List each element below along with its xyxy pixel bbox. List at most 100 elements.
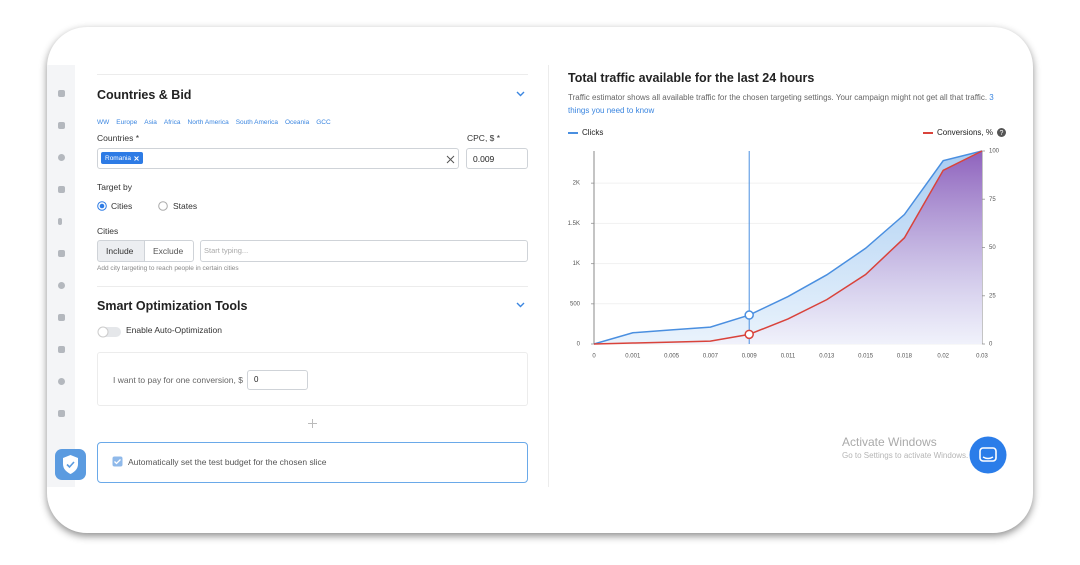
region-link[interactable]: Europe	[116, 119, 138, 126]
label: CPC, $ *	[467, 133, 501, 143]
label: Target by	[97, 182, 132, 192]
chart-title: Total traffic available for the last 24 …	[568, 71, 815, 85]
nav-icon[interactable]	[58, 218, 62, 225]
clear-icon[interactable]	[446, 155, 455, 164]
conversion-value: 0	[254, 375, 259, 384]
watermark-subtitle: Go to Settings to activate Windows.	[842, 451, 969, 460]
chart-subtitle: Traffic estimator shows all available tr…	[568, 92, 1003, 117]
chevron[interactable]	[516, 302, 525, 308]
region-link[interactable]: Africa	[163, 119, 181, 126]
subtitle-text: Traffic estimator shows all available tr…	[568, 93, 988, 102]
region-link[interactable]: South America	[235, 119, 278, 126]
chat-button[interactable]	[969, 436, 1007, 474]
label: Cities	[97, 226, 119, 236]
radio-label: Cities	[111, 201, 133, 211]
nav-icon[interactable]	[58, 378, 65, 385]
help-icon[interactable]: ?	[997, 128, 1006, 137]
y-tick-label: 500	[570, 301, 581, 307]
y2-tick-label: 100	[989, 149, 1000, 155]
svg-text:?: ?	[1000, 130, 1004, 137]
country-input[interactable]	[97, 148, 459, 169]
cursor-point	[744, 310, 754, 320]
x-tick-label: 0.007	[703, 354, 719, 360]
x-tick-label: 0.011	[781, 354, 796, 360]
placeholder: Start typing...	[204, 246, 249, 255]
conversion-input[interactable]	[247, 370, 308, 390]
shield-icon	[63, 455, 78, 474]
city-input[interactable]	[200, 240, 528, 262]
exclude-button[interactable]	[144, 240, 194, 262]
x-tick-label: 0.005	[664, 354, 680, 360]
chevron[interactable]	[516, 91, 525, 97]
divider	[97, 286, 528, 287]
add-icon[interactable]	[308, 419, 317, 428]
nav-icon[interactable]	[58, 186, 65, 193]
x-tick-label: 0.013	[819, 354, 835, 360]
x-tick-label: 0.009	[742, 354, 758, 360]
series-line	[593, 150, 983, 345]
legend-swatch	[922, 131, 933, 134]
x-tick-label: 0	[592, 354, 596, 360]
toggle-label: Enable Auto-Optimization	[126, 325, 222, 335]
y-tick-label: 2K	[573, 181, 580, 187]
section-title: Smart Optimization Tools	[97, 299, 248, 313]
nav-icon[interactable]	[58, 122, 65, 129]
toggle[interactable]	[97, 325, 123, 339]
y2-tick-label: 50	[989, 245, 996, 251]
y-tick-label: 1K	[573, 261, 580, 267]
cpc-input[interactable]	[466, 148, 528, 169]
nav-icon[interactable]	[58, 90, 65, 97]
legend-label: Conversions, %	[936, 128, 993, 137]
chip-remove[interactable]	[134, 155, 139, 161]
radio-label: States	[173, 201, 198, 211]
y2-tick-label: 75	[989, 197, 996, 203]
divider	[548, 65, 549, 487]
region-link[interactable]: North America	[187, 119, 229, 126]
region-link[interactable]: WW	[97, 119, 110, 126]
series-line	[593, 150, 983, 345]
nav-icon[interactable]	[58, 410, 65, 417]
y-tick-label: 1.5K	[568, 221, 580, 227]
country-chip[interactable]: Romania	[101, 152, 144, 164]
chip-text: Romania	[105, 154, 132, 162]
x-tick-label: 0.02	[937, 354, 949, 360]
budget-box	[97, 442, 528, 483]
radio-selected[interactable]	[97, 201, 107, 211]
x-tick-label: 0.018	[897, 354, 913, 360]
nav-icon[interactable]	[58, 250, 65, 257]
hint: Add city targeting to reach people in ce…	[97, 265, 239, 272]
x-tick-label: 0.015	[858, 354, 874, 360]
label: I want to pay for one conversion, $	[113, 375, 243, 385]
nav-icon[interactable]	[58, 282, 65, 289]
y2-tick-label: 25	[989, 293, 996, 299]
shield-button[interactable]	[55, 449, 86, 480]
x-tick-label: 0.001	[625, 354, 641, 360]
nav-icon[interactable]	[58, 346, 65, 353]
series-area	[594, 151, 982, 344]
region-link[interactable]: Oceania	[285, 119, 310, 126]
checkbox[interactable]	[112, 456, 123, 467]
watermark-title: Activate Windows	[842, 435, 937, 449]
region-link[interactable]: GCC	[316, 119, 331, 126]
button-text: Include	[106, 246, 134, 256]
legend-label: Clicks	[582, 128, 604, 137]
y2-tick-label: 0	[989, 342, 993, 348]
divider	[97, 74, 528, 75]
region-link[interactable]: Asia	[144, 119, 157, 126]
section-title: Countries & Bid	[97, 88, 192, 102]
button-text: Exclude	[153, 246, 184, 256]
x-tick-label: 0.03	[976, 354, 988, 360]
subtitle-link[interactable]: 3 things you need to know	[568, 93, 994, 115]
nav-icon[interactable]	[58, 154, 65, 161]
label: Countries *	[97, 133, 140, 143]
cpc-value: 0.009	[473, 154, 495, 164]
radio[interactable]	[158, 201, 168, 211]
cursor-point	[744, 329, 754, 340]
legend-swatch	[568, 131, 578, 134]
legend-entry: Conversions, % ?	[922, 128, 1006, 137]
nav-icon[interactable]	[58, 314, 65, 321]
region-links: WW Europe Asia Africa North America South Ame…	[97, 119, 331, 126]
y-tick-label: 0	[577, 342, 581, 348]
